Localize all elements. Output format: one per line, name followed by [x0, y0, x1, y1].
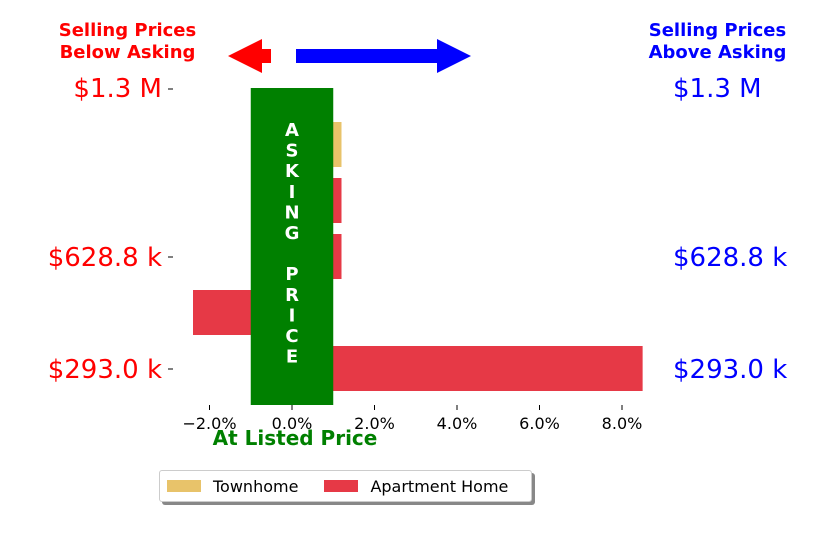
- legend-label-townhome: Townhome: [213, 476, 299, 496]
- legend-swatch-apartment: [324, 480, 359, 492]
- left-price-high: $1.3 M: [73, 74, 162, 104]
- x-tick-label: 4.0%: [437, 414, 478, 433]
- header-below-asking: Selling Prices Below Asking: [58, 20, 197, 63]
- legend: Townhome Apartment Home: [159, 470, 532, 502]
- right-price-mid: $628.8 k: [673, 243, 788, 273]
- x-tick-label: −2.0%: [182, 414, 236, 433]
- left-arrow-icon: [228, 39, 271, 73]
- legend-label-apartment: Apartment Home: [370, 476, 509, 496]
- right-price-high: $1.3 M: [673, 74, 762, 104]
- asking-price-band: [250, 88, 334, 405]
- right-price-low: $293.0 k: [673, 355, 788, 385]
- x-axis-caption: At Listed Price: [213, 426, 378, 450]
- legend-item-townhome: Townhome: [167, 477, 298, 496]
- legend-swatch-townhome: [167, 480, 201, 492]
- x-tick-label: 2.0%: [354, 414, 395, 433]
- left-price-mid: $628.8 k: [47, 243, 162, 273]
- left-price-low: $293.0 k: [47, 355, 162, 385]
- x-tick-label: 0.0%: [272, 414, 313, 433]
- right-arrow-icon: [296, 39, 471, 73]
- legend-item-apartment: Apartment Home: [324, 477, 508, 496]
- x-tick-label: 6.0%: [519, 414, 560, 433]
- bar-5: [292, 346, 643, 391]
- header-above-asking: Selling Prices Above Asking: [648, 20, 787, 63]
- x-tick-label: 8.0%: [602, 414, 643, 433]
